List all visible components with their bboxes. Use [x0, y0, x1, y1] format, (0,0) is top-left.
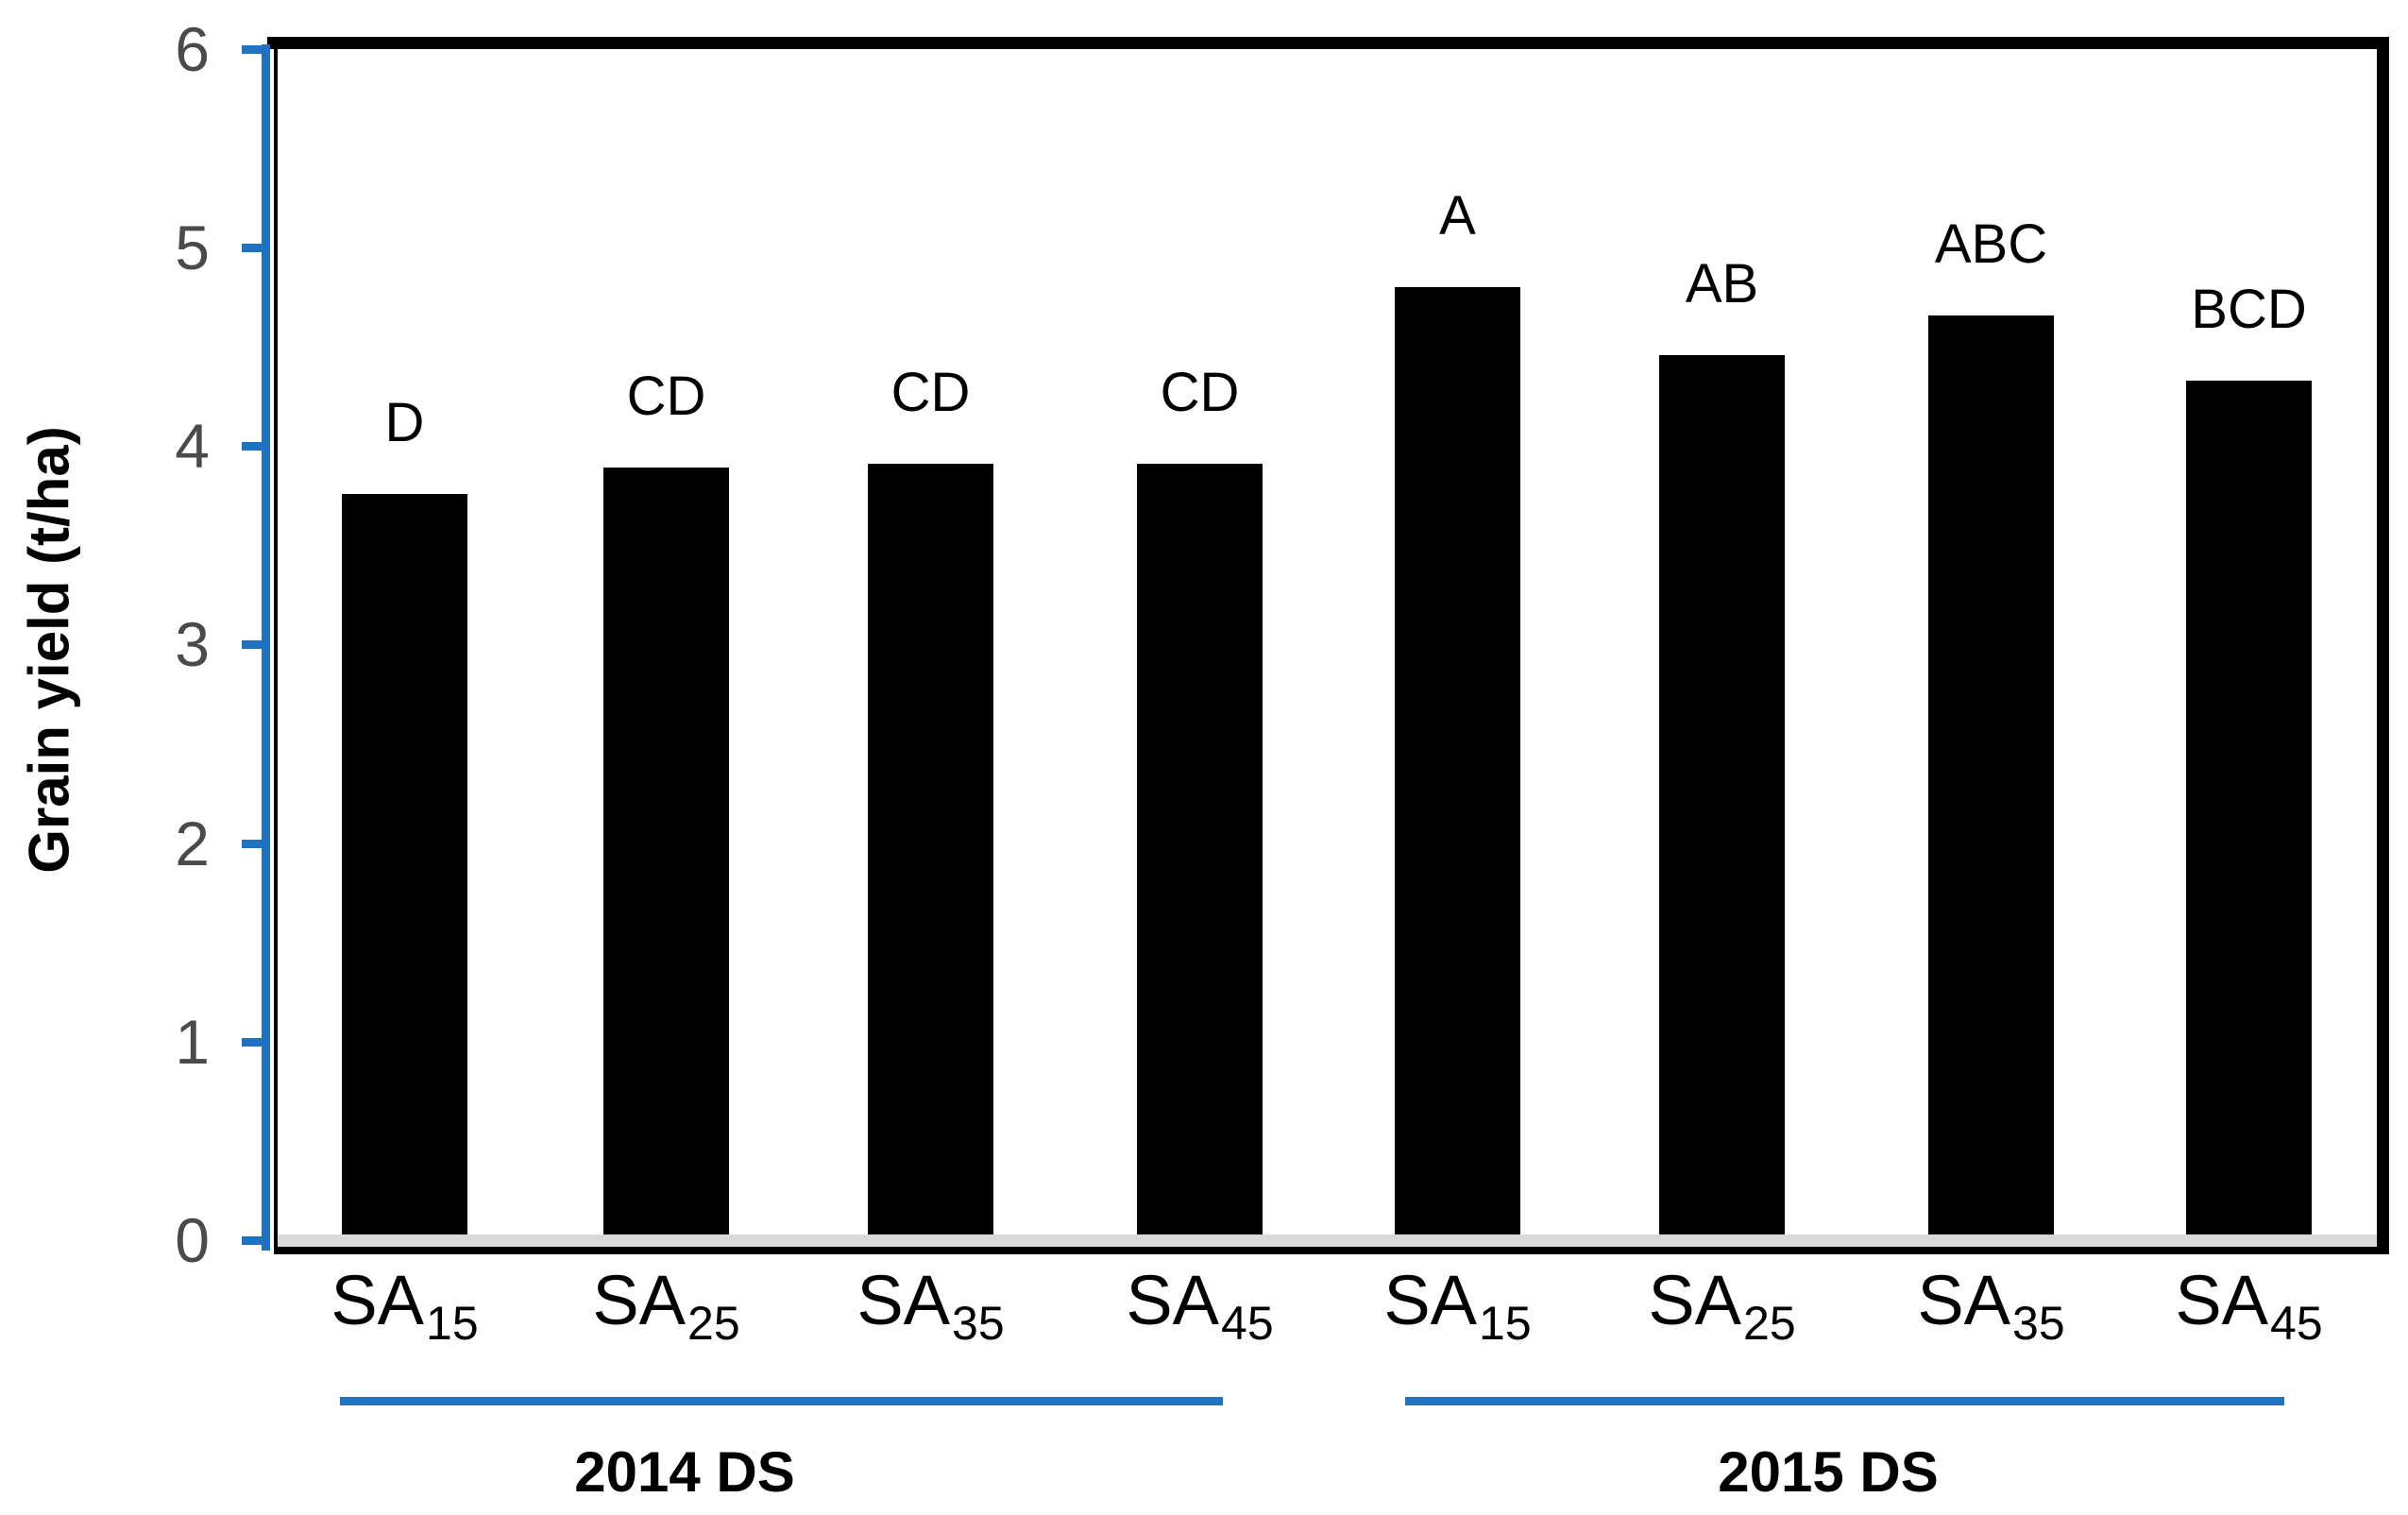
x-category-label: SA15: [331, 1261, 479, 1350]
x-category-subscript: 45: [1221, 1297, 1274, 1350]
x-category-subscript: 15: [426, 1297, 479, 1350]
x-category-subscript: 35: [2012, 1297, 2065, 1350]
y-axis-tick: [242, 1037, 270, 1047]
x-category-label: SA25: [1648, 1261, 1796, 1350]
x-category-label: SA45: [2175, 1261, 2323, 1350]
bar: [342, 493, 467, 1234]
significance-letter: ABC: [1934, 213, 2048, 275]
x-category-label: SA35: [1917, 1261, 2065, 1350]
y-axis-tick: [242, 244, 270, 253]
plot-border-top: [267, 37, 2389, 49]
group-underline: [340, 1397, 1223, 1405]
y-tick-label: 3: [175, 609, 210, 680]
significance-letter: D: [384, 391, 425, 453]
y-tick-label: 6: [175, 13, 210, 84]
significance-letter: CD: [626, 366, 706, 428]
significance-letter: A: [1439, 185, 1476, 247]
y-tick-label: 4: [175, 411, 210, 482]
x-category-label: SA35: [856, 1261, 1005, 1350]
y-axis-tick: [242, 442, 270, 451]
significance-letter: CD: [1160, 362, 1240, 424]
significance-letter: AB: [1685, 252, 1759, 315]
bar: [603, 468, 729, 1234]
group-label: 2014 DS: [574, 1440, 795, 1504]
plot-border-bottom: [274, 1247, 2389, 1254]
bar: [2186, 380, 2312, 1234]
y-tick-label: 5: [175, 213, 210, 283]
x-category-subscript: 35: [952, 1297, 1005, 1350]
x-axis-baseline: [278, 1234, 2377, 1247]
x-category-label: SA15: [1383, 1261, 1532, 1350]
x-category-subscript: 15: [1479, 1297, 1532, 1350]
y-axis-tick: [242, 1236, 270, 1245]
y-tick-label: 1: [175, 1006, 210, 1077]
y-tick-label: 2: [175, 808, 210, 878]
x-category-label: SA45: [1126, 1261, 1274, 1350]
significance-letter: BCD: [2191, 278, 2307, 340]
plot-border-right: [2377, 37, 2389, 1253]
group-label: 2015 DS: [1718, 1440, 1939, 1504]
y-axis-tick: [242, 839, 270, 848]
y-tick-label: 0: [175, 1205, 210, 1275]
x-category-subscript: 25: [1743, 1297, 1796, 1350]
bar: [1659, 354, 1785, 1234]
bar: [1395, 287, 1520, 1234]
significance-letter: CD: [890, 362, 971, 424]
group-underline: [1405, 1397, 2284, 1405]
bar: [1928, 315, 2054, 1234]
bar: [868, 464, 993, 1234]
x-category-label: SA25: [592, 1261, 740, 1350]
bar: [1137, 464, 1263, 1234]
plot-border-left: [274, 44, 278, 1247]
x-category-subscript: 25: [687, 1297, 740, 1350]
x-category-subscript: 45: [2270, 1297, 2323, 1350]
y-axis-tick: [242, 640, 270, 650]
y-axis-tick: [242, 44, 270, 54]
